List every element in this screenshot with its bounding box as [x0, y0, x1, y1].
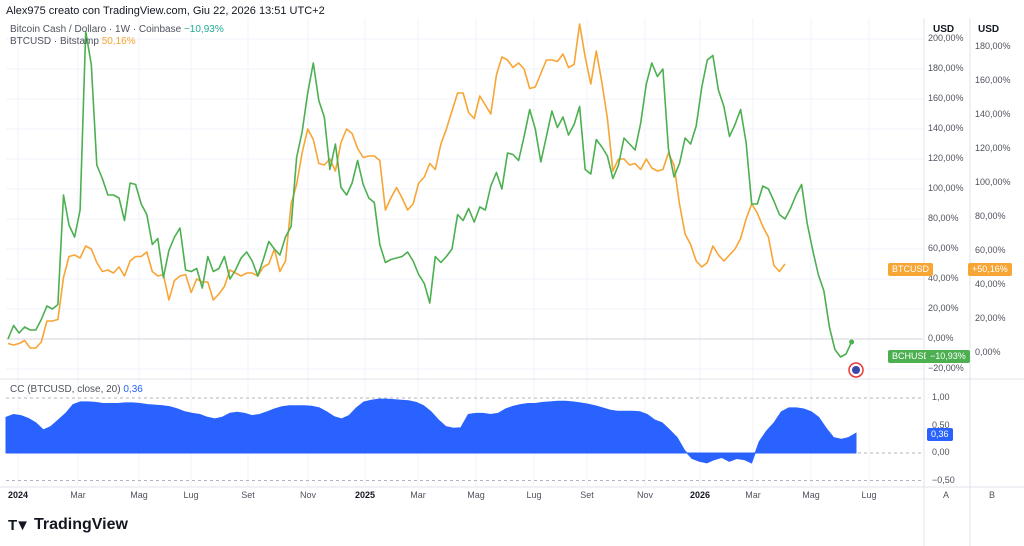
cc-tick-label: 1,00 [932, 392, 950, 402]
time-tick-label: Mar [410, 490, 426, 500]
event-marker-core [852, 366, 860, 374]
left-tick-label: 160,00% [928, 93, 964, 103]
time-tick-label: Nov [299, 490, 317, 500]
time-tick-label: Set [580, 490, 594, 500]
left-tick-label: 0,00% [928, 333, 954, 343]
cc-value: 0,36 [123, 384, 143, 395]
left-tick-label: 60,00% [928, 243, 959, 253]
left-tick-label: 40,00% [928, 273, 959, 283]
left-tick-label: 20,00% [928, 303, 959, 313]
right-tick-label: 120,00% [975, 143, 1011, 153]
left-tick-label: 80,00% [928, 213, 959, 223]
left-tick-label: −20,00% [928, 363, 964, 373]
legend-btc-change: 50,16% [101, 36, 136, 47]
btc-value-badge: +50,16% [968, 263, 1012, 276]
time-tick-label: Mag [130, 490, 148, 500]
bch-last-point [849, 339, 855, 345]
time-tick-label: 2026 [689, 490, 711, 500]
time-tick-label: Mar [745, 490, 761, 500]
legend-bch-change: −10,93% [183, 24, 224, 35]
cc-area [5, 398, 857, 464]
legend-bch-name: Bitcoin Cash / Dollaro · 1W · Coinbase [10, 24, 182, 35]
scale-button-b[interactable]: B [988, 490, 996, 500]
bch-value-badge: −10,93% [926, 350, 970, 363]
right-tick-label: 100,00% [975, 177, 1011, 187]
bch-name-badge: BCHUSD [888, 350, 935, 363]
left-scale-header: USD [933, 24, 955, 35]
right-tick-label: 60,00% [975, 245, 1006, 255]
time-tick-label: Mar [70, 490, 86, 500]
left-tick-label: 120,00% [928, 153, 964, 163]
time-tick-label: Mag [802, 490, 820, 500]
left-tick-label: 100,00% [928, 183, 964, 193]
left-tick-label: 180,00% [928, 63, 964, 73]
right-tick-label: 140,00% [975, 109, 1011, 119]
time-tick-label: Nov [636, 490, 654, 500]
tradingview-icon: T▼ [8, 516, 30, 534]
chart-header: Alex975 creato con TradingView.com, Giu … [6, 5, 325, 17]
tradingview-logo-text: TradingView [34, 516, 128, 533]
time-tick-label: Mag [467, 490, 485, 500]
time-tick-label: 2024 [7, 490, 29, 500]
right-tick-label: 20,00% [975, 313, 1006, 323]
right-tick-label: 160,00% [975, 75, 1011, 85]
bch-line [7, 30, 853, 358]
left-tick-label: 140,00% [928, 123, 964, 133]
legend-bch[interactable]: Bitcoin Cash / Dollaro · 1W · Coinbase −… [10, 24, 224, 35]
right-scale-header: USD [978, 24, 1000, 35]
time-tick-label: Set [241, 490, 255, 500]
cc-tick-label: 0,00 [932, 447, 950, 457]
cc-label: CC (BTCUSD, close, 20) [10, 384, 121, 395]
cc-tick-label: −0,50 [932, 474, 955, 485]
right-tick-label: 80,00% [975, 211, 1006, 221]
btc-name-badge: BTCUSD [888, 263, 934, 276]
right-tick-label: 0,00% [975, 347, 1001, 357]
legend-btc[interactable]: BTCUSD · Bitstamp 50,16% [10, 36, 136, 47]
scale-button-a[interactable]: A [942, 490, 950, 500]
time-tick-label: 2025 [354, 490, 376, 500]
tradingview-logo[interactable]: T▼ TradingView [8, 516, 128, 534]
left-tick-label: 200,00% [928, 33, 964, 43]
legend-btc-name: BTCUSD · Bitstamp [10, 36, 99, 47]
right-tick-label: 180,00% [975, 41, 1011, 51]
time-tick-label: Lug [861, 490, 877, 500]
time-tick-label: Lug [183, 490, 199, 500]
time-tick-label: Lug [526, 490, 542, 500]
right-tick-label: 40,00% [975, 279, 1006, 289]
cc-tick-label: 0,50 [932, 419, 950, 430]
cc-legend[interactable]: CC (BTCUSD, close, 20) 0,36 [10, 384, 143, 395]
btc-line [7, 23, 786, 349]
cc-value-badge: 0,36 [927, 428, 953, 441]
